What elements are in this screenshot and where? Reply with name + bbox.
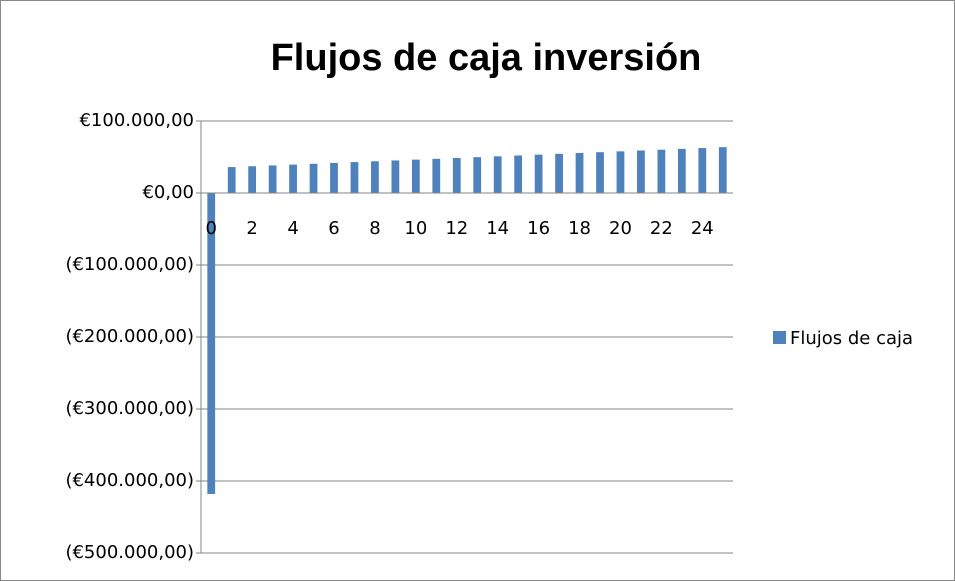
x-tick-label: 0 [206,218,217,239]
legend-swatch [773,331,786,344]
bar [268,165,277,193]
bar [452,157,461,193]
bar [350,162,359,193]
bar [330,162,338,193]
x-tick-label: 16 [527,218,550,239]
x-tick-label: 22 [650,218,673,239]
bar [371,161,379,193]
bar [411,159,420,193]
x-tick-label: 14 [486,218,509,239]
y-tick-label: (€200.000,00) [65,326,194,347]
y-tick-label: €100.000,00 [79,110,194,131]
x-tick-label: 12 [445,218,468,239]
y-tick-label: €0,00 [142,182,194,203]
x-tick-label: 2 [246,218,257,239]
bar [698,148,707,193]
legend-label: Flujos de caja [790,328,913,349]
x-tick-label: 20 [609,218,632,239]
x-tick-label: 4 [287,218,298,239]
bar [514,155,523,193]
x-tick-label: 6 [328,218,339,239]
bar [677,148,686,193]
y-tick-label: (€500.000,00) [65,542,194,563]
y-tick-label: (€400.000,00) [65,470,194,491]
bar [309,163,318,193]
x-tick-label: 8 [369,218,380,239]
bar [207,193,216,494]
bar [637,150,645,193]
bar [718,147,727,193]
bar [473,157,482,193]
bar [534,154,543,193]
x-tick-label: 18 [568,218,591,239]
bar [227,167,236,193]
chart-title: Flujos de caja inversión [271,37,702,79]
bar [596,152,604,193]
bar [575,153,584,193]
bar [555,153,563,193]
bar [657,149,666,193]
bar [493,156,502,193]
x-tick-label: 24 [691,218,714,239]
x-tick-label: 10 [404,218,427,239]
y-tick-label: (€100.000,00) [65,254,194,275]
bar [289,164,297,193]
bar [616,151,625,193]
y-tick-label: (€300.000,00) [65,398,194,419]
bar [432,158,441,193]
bar [391,160,400,193]
bar [248,166,257,193]
